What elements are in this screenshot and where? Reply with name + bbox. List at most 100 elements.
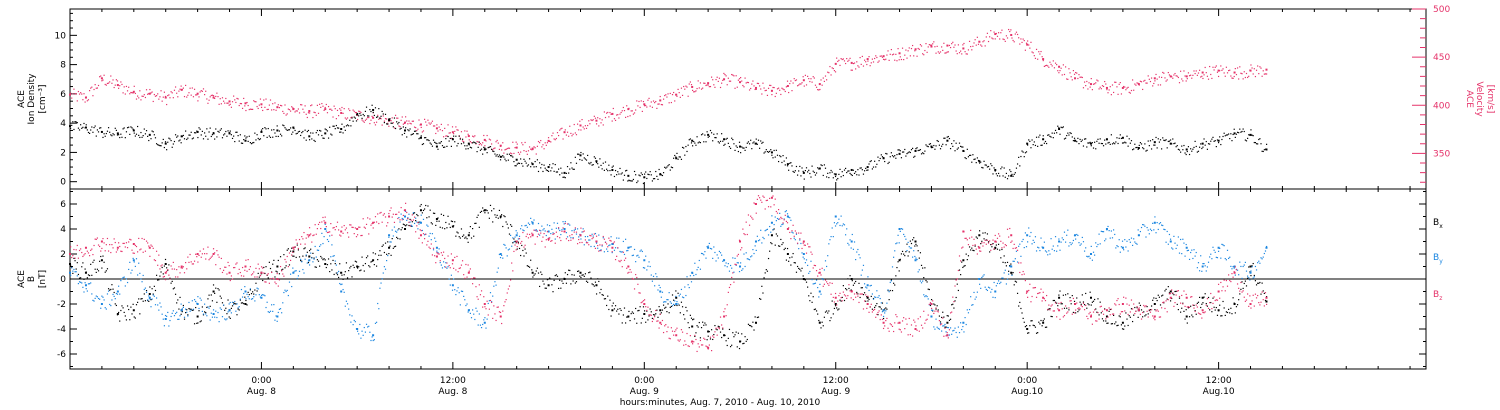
- by-sample: [1222, 244, 1224, 246]
- by-sample: [1157, 228, 1159, 231]
- velocity-sample: [968, 40, 971, 42]
- by-sample: [631, 254, 633, 257]
- ion-density-sample: [678, 156, 680, 158]
- by-sample: [1173, 235, 1175, 237]
- bx-sample: [1044, 326, 1047, 328]
- ion-density-sample: [394, 127, 397, 130]
- by-sample: [150, 306, 152, 308]
- bx-point: [1058, 296, 1061, 299]
- velocity-sample: [544, 142, 546, 144]
- velocity-sample: [1162, 71, 1164, 74]
- by-sample: [870, 284, 872, 287]
- bx-sample: [801, 267, 803, 269]
- by-point: [786, 215, 789, 218]
- bx-sample: [679, 312, 681, 314]
- bx-sample: [983, 238, 985, 240]
- velocity-sample: [992, 38, 994, 40]
- bx-sample: [494, 214, 496, 216]
- bx-sample: [734, 334, 736, 336]
- bx-sample: [802, 275, 804, 277]
- bx-sample: [855, 280, 857, 283]
- by-sample: [507, 249, 509, 251]
- bx-sample: [535, 270, 537, 272]
- velocity-sample: [827, 71, 829, 73]
- velocity-sample: [678, 92, 680, 94]
- velocity-sample: [369, 122, 371, 125]
- bx-sample: [345, 262, 348, 264]
- by-sample: [420, 214, 422, 216]
- velocity-sample: [207, 102, 209, 104]
- by-sample: [287, 294, 289, 297]
- bz-point: [1185, 296, 1188, 299]
- by-sample: [535, 229, 537, 231]
- bx-sample: [303, 248, 305, 250]
- velocity-sample: [158, 98, 160, 100]
- bz-sample: [310, 233, 312, 235]
- ion-density-sample: [1035, 136, 1038, 138]
- ion-density-sample: [310, 132, 312, 134]
- velocity-sample: [84, 101, 86, 103]
- velocity-sample: [590, 119, 592, 121]
- ion-density-sample: [664, 166, 666, 168]
- bz-sample: [217, 254, 219, 256]
- velocity-sample: [542, 144, 544, 146]
- ion-density-sample: [643, 173, 646, 175]
- by-sample: [1097, 243, 1099, 246]
- velocity-point: [69, 93, 71, 96]
- velocity-sample: [292, 107, 294, 109]
- bx-sample: [338, 276, 340, 279]
- bx-sample: [942, 311, 944, 313]
- bx-sample: [122, 307, 124, 309]
- by-sample: [756, 235, 758, 237]
- bz-point: [1153, 315, 1156, 318]
- by-sample: [365, 323, 368, 325]
- velocity-sample: [109, 81, 111, 83]
- velocity-sample: [101, 80, 103, 82]
- by-sample: [370, 339, 372, 342]
- velocity-sample: [419, 124, 421, 126]
- by-sample: [847, 242, 849, 244]
- velocity-sample: [824, 75, 827, 77]
- bz-sample: [207, 246, 209, 248]
- velocity-sample: [1166, 79, 1168, 81]
- by-sample: [599, 249, 601, 252]
- velocity-sample: [661, 104, 664, 106]
- ion-density-sample: [293, 127, 295, 130]
- bx-sample: [934, 304, 936, 306]
- ion-density-sample: [1016, 163, 1019, 165]
- velocity-sample: [1023, 39, 1025, 42]
- bx-sample: [846, 289, 848, 291]
- ion-density-sample: [1148, 145, 1150, 147]
- ion-density-sample: [381, 110, 383, 113]
- by-sample: [341, 283, 343, 285]
- velocity-point: [1201, 71, 1204, 74]
- bx-sample: [1069, 297, 1071, 299]
- by-sample: [164, 314, 167, 317]
- ion-density-sample: [878, 160, 880, 162]
- velocity-sample: [594, 117, 597, 119]
- velocity-sample: [617, 114, 619, 116]
- ion-density-sample: [583, 157, 585, 159]
- by-sample: [885, 310, 887, 312]
- velocity-sample: [766, 94, 769, 96]
- by-sample: [1177, 236, 1179, 238]
- velocity-sample: [1027, 40, 1029, 42]
- ion-density-sample: [196, 130, 198, 132]
- velocity-sample: [842, 58, 844, 60]
- bx-sample: [673, 299, 675, 301]
- ion-density-sample: [346, 124, 349, 126]
- velocity-sample: [297, 108, 300, 110]
- bx-sample: [809, 300, 811, 302]
- ion-density-sample: [167, 141, 169, 143]
- by-sample: [279, 308, 282, 310]
- velocity-sample: [565, 134, 568, 136]
- ion-density-sample: [815, 172, 818, 174]
- velocity-sample: [800, 83, 802, 85]
- ion-density-sample: [1133, 148, 1135, 150]
- velocity-sample: [753, 85, 755, 87]
- bx-sample: [900, 253, 903, 255]
- bx-sample: [204, 311, 206, 313]
- ion-density-sample: [842, 174, 844, 177]
- velocity-sample: [666, 96, 668, 98]
- ion-density-sample: [520, 158, 522, 160]
